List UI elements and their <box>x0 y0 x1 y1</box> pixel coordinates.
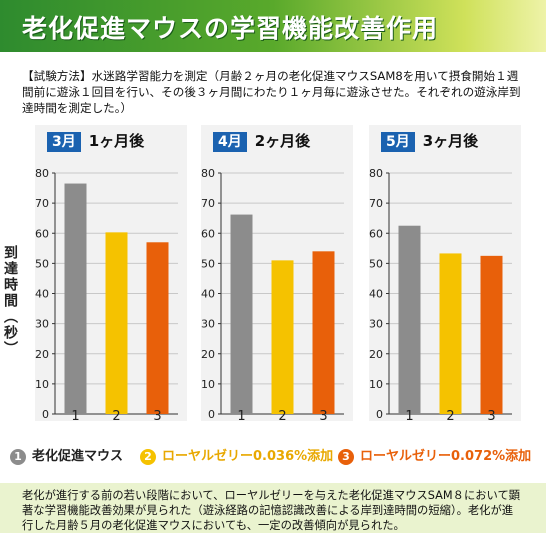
bar-chart-1: 0 10 20 30 40 50 60 70 80 1 2 3 <box>35 167 178 424</box>
y-tick-label: 10 <box>201 378 215 391</box>
bar-2 <box>105 232 128 414</box>
summary-note: 老化が進行する前の若い段階において、ローヤルゼリーを与えた老化促進マウスSAM８… <box>0 483 546 533</box>
month-badge: 3月 <box>47 132 81 152</box>
y-tick-label: 20 <box>201 348 215 361</box>
month-badge: 4月 <box>213 132 247 152</box>
y-tick-label: 40 <box>201 288 215 301</box>
x-tick-label: 3 <box>487 409 495 421</box>
y-tick-label: 70 <box>35 197 49 210</box>
y-axis-label: 到達時間（秒） <box>2 245 18 357</box>
y-tick-label: 30 <box>35 318 49 331</box>
bar-1 <box>64 183 87 414</box>
y-tick-label: 0 <box>42 408 49 421</box>
y-tick-label: 70 <box>201 197 215 210</box>
legend-label: ローヤルゼリー0.072%添加 <box>360 449 532 464</box>
y-tick-label: 80 <box>35 167 49 180</box>
bar-chart-3: 0 10 20 30 40 50 60 70 80 1 2 3 <box>369 167 512 424</box>
x-tick-label: 2 <box>278 409 286 421</box>
x-tick-label: 3 <box>153 409 161 421</box>
legend-number-badge: 2 <box>140 449 156 465</box>
y-tick-label: 20 <box>369 348 383 361</box>
y-tick-label: 80 <box>369 167 383 180</box>
bar-3 <box>480 255 503 414</box>
legend-item-3: 3 ローヤルゼリー0.072%添加 <box>338 448 531 466</box>
y-tick-label: 10 <box>35 378 49 391</box>
chart-panel-3: 5月 3ヶ月後 0 10 20 30 40 50 60 70 80 1 2 3 <box>369 125 521 424</box>
bar-2 <box>439 253 462 414</box>
y-tick-label: 40 <box>369 288 383 301</box>
method-text: 【試験方法】水迷路学習能力を測定（月齢２ヶ月の老化促進マウスSAM8を用いて摂食… <box>22 69 521 115</box>
after-label: 1ヶ月後 <box>88 132 145 150</box>
bar-3 <box>312 251 335 414</box>
after-label: 3ヶ月後 <box>422 132 479 150</box>
bar-1 <box>398 225 421 414</box>
x-tick-label: 3 <box>319 409 327 421</box>
panel-tag: 3月 1ヶ月後 <box>47 131 145 152</box>
panel-tag: 5月 3ヶ月後 <box>381 131 479 152</box>
legend-item-2: 2 ローヤルゼリー0.036%添加 <box>140 448 333 466</box>
y-tick-label: 40 <box>35 288 49 301</box>
y-tick-label: 50 <box>369 257 383 270</box>
y-tick-label: 60 <box>201 227 215 240</box>
x-tick-label: 2 <box>446 409 454 421</box>
bar-2 <box>271 260 294 414</box>
chart-panel-1: 3月 1ヶ月後 0 10 20 30 40 50 60 70 80 1 2 3 <box>35 125 187 424</box>
x-tick-label: 1 <box>71 409 79 421</box>
y-tick-label: 0 <box>376 408 383 421</box>
y-tick-label: 50 <box>35 257 49 270</box>
title-banner: 老化促進マウスの学習機能改善作用 <box>0 0 546 52</box>
legend-label: 老化促進マウス <box>32 449 124 464</box>
y-tick-label: 60 <box>369 227 383 240</box>
x-tick-label: 1 <box>405 409 413 421</box>
y-tick-label: 0 <box>208 408 215 421</box>
page-title: 老化促進マウスの学習機能改善作用 <box>22 14 439 43</box>
panel-tag: 4月 2ヶ月後 <box>213 131 311 152</box>
legend: 1 老化促進マウス 2 ローヤルゼリー0.036%添加 3 ローヤルゼリー0.072%… <box>0 448 546 468</box>
y-tick-label: 80 <box>201 167 215 180</box>
legend-number-badge: 1 <box>10 449 26 465</box>
y-tick-label: 70 <box>369 197 383 210</box>
y-tick-label: 20 <box>35 348 49 361</box>
x-tick-label: 1 <box>237 409 245 421</box>
legend-item-1: 1 老化促進マウス <box>10 448 123 466</box>
bar-3 <box>146 242 169 414</box>
y-tick-label: 30 <box>201 318 215 331</box>
y-tick-label: 30 <box>369 318 383 331</box>
y-tick-label: 10 <box>369 378 383 391</box>
summary-text: 老化が進行する前の若い段階において、ローヤルゼリーを与えた老化促進マウスSAM８… <box>22 489 521 532</box>
y-tick-label: 50 <box>201 257 215 270</box>
x-tick-label: 2 <box>112 409 120 421</box>
after-label: 2ヶ月後 <box>254 132 311 150</box>
y-tick-label: 60 <box>35 227 49 240</box>
legend-label: ローヤルゼリー0.036%添加 <box>162 449 334 464</box>
bar-1 <box>230 214 253 414</box>
legend-number-badge: 3 <box>338 449 354 465</box>
bar-chart-2: 0 10 20 30 40 50 60 70 80 1 2 3 <box>201 167 344 424</box>
chart-panel-2: 4月 2ヶ月後 0 10 20 30 40 50 60 70 80 1 2 3 <box>201 125 353 424</box>
month-badge: 5月 <box>381 132 415 152</box>
